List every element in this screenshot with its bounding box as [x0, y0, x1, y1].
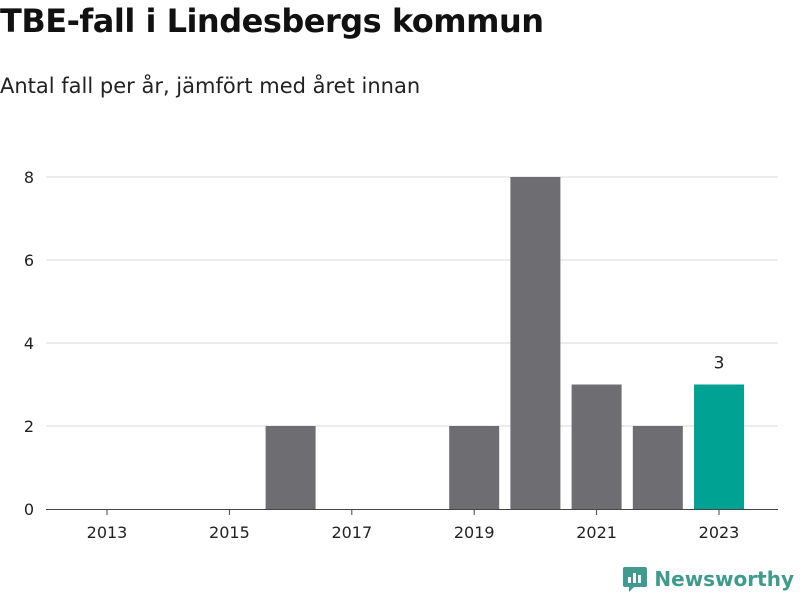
- bar: [694, 384, 744, 509]
- bar: [571, 384, 622, 509]
- bar: [510, 177, 561, 509]
- x-tick-label: 2019: [454, 523, 495, 542]
- chart-title: TBE-fall i Lindesbergs kommun: [0, 2, 544, 40]
- x-tick-label: 2021: [576, 523, 617, 542]
- y-tick-label: 4: [24, 334, 34, 353]
- bar: [265, 426, 316, 509]
- y-tick-label: 8: [24, 168, 34, 187]
- brand-name: Newsworthy: [654, 567, 794, 591]
- x-tick-label: 2013: [87, 523, 128, 542]
- bar: [632, 426, 683, 509]
- chart-subtitle: Antal fall per år, jämfört med året inna…: [0, 74, 421, 98]
- newsworthy-logo-icon: [623, 567, 648, 592]
- data-label: 3: [714, 354, 725, 374]
- x-tick-label: 2017: [331, 523, 372, 542]
- bar: [449, 426, 500, 509]
- y-tick-label: 2: [24, 417, 34, 436]
- x-tick-label: 2015: [209, 523, 250, 542]
- brand-logo: Newsworthy: [622, 564, 794, 594]
- x-tick-label: 2023: [699, 523, 740, 542]
- y-tick-label: 6: [24, 251, 34, 270]
- y-tick-label: 0: [24, 500, 34, 519]
